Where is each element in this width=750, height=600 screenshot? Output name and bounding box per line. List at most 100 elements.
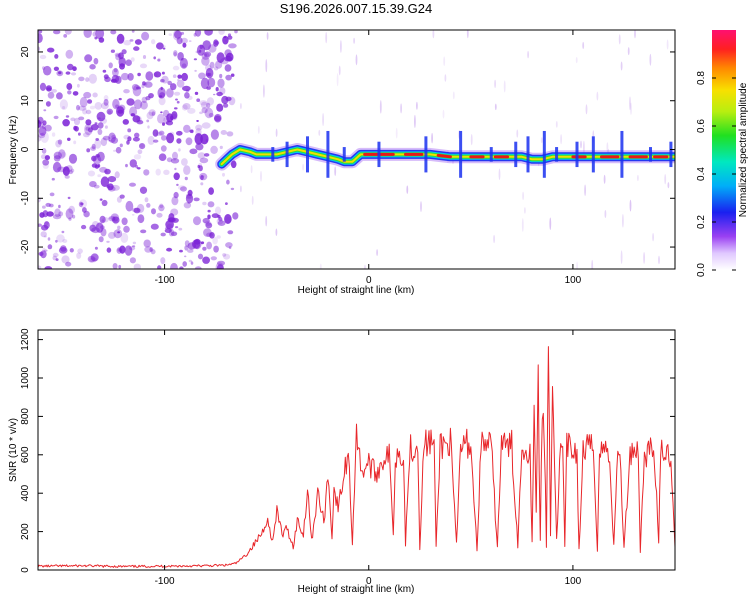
noise-speckle [121, 217, 128, 226]
noise-speckle [227, 35, 233, 40]
noise-speckle [173, 50, 178, 57]
noise-speckle [136, 203, 145, 213]
noise-speckle [212, 237, 218, 245]
noise-speckle [112, 263, 118, 269]
noise-speckle [153, 71, 162, 78]
noise-speckle [629, 96, 631, 111]
noise-speckle [40, 231, 47, 238]
noise-speckle [170, 231, 178, 237]
noise-speckle [395, 127, 398, 139]
noise-speckle [162, 109, 170, 118]
noise-speckle [38, 265, 42, 269]
noise-speckle [112, 98, 120, 110]
noise-speckle [643, 251, 645, 264]
noise-speckle [67, 137, 71, 141]
noise-speckle [596, 91, 599, 101]
colorbar-tick-label: 0.2 [696, 215, 707, 229]
noise-speckle [629, 199, 632, 212]
noise-speckle [70, 117, 76, 122]
noise-speckle [93, 184, 100, 189]
noise-speckle [76, 104, 80, 111]
noise-speckle [48, 203, 54, 208]
noise-speckle [57, 166, 66, 173]
noise-speckle [214, 40, 220, 46]
noise-speckle [185, 137, 193, 146]
noise-speckle [200, 77, 210, 90]
noise-speckle [180, 37, 188, 44]
noise-speckle [159, 203, 164, 209]
noise-speckle [620, 250, 623, 264]
noise-speckle [585, 104, 588, 115]
noise-speckle [205, 64, 212, 71]
spectrogram-plot-area [38, 30, 675, 269]
noise-speckle [219, 73, 223, 79]
noise-speckle [193, 32, 197, 37]
noise-speckle [174, 107, 178, 110]
noise-speckle [145, 71, 154, 81]
noise-speckle [206, 102, 211, 109]
noise-speckle [152, 129, 159, 137]
noise-speckle [516, 129, 519, 138]
noise-speckle [204, 153, 210, 157]
noise-speckle [132, 137, 140, 142]
noise-speckle [260, 170, 262, 182]
noise-speckle [119, 245, 126, 254]
noise-speckle [72, 66, 77, 72]
noise-speckle [133, 154, 142, 160]
noise-speckle [355, 54, 358, 66]
noise-speckle [169, 131, 175, 137]
noise-speckle [173, 52, 177, 57]
noise-speckle [176, 130, 183, 136]
noise-speckle [146, 111, 154, 120]
noise-speckle [89, 64, 96, 70]
noise-speckle [135, 165, 139, 169]
noise-speckle [162, 47, 166, 50]
noise-speckle [103, 74, 109, 80]
noise-speckle [62, 239, 68, 243]
noise-speckle [83, 132, 90, 138]
noise-speckle [67, 196, 71, 200]
noise-speckle [70, 168, 75, 173]
noise-speckle [225, 217, 232, 224]
noise-speckle [166, 88, 174, 98]
noise-speckle [110, 49, 115, 53]
noise-speckle [62, 166, 70, 176]
noise-speckle [168, 33, 173, 36]
noise-speckle [93, 57, 99, 65]
noise-speckle [217, 78, 225, 88]
noise-speckle [183, 124, 191, 133]
noise-speckle [129, 246, 136, 251]
noise-speckle [148, 109, 156, 117]
noise-speckle [334, 166, 337, 177]
noise-speckle [113, 229, 123, 239]
noise-speckle [116, 196, 122, 203]
noise-speckle [603, 174, 606, 184]
noise-speckle [92, 31, 97, 37]
noise-speckle [170, 158, 180, 164]
noise-speckle [183, 202, 192, 209]
noise-speckle [61, 255, 70, 264]
noise-speckle [95, 30, 105, 40]
noise-speckle [200, 175, 205, 178]
noise-speckle [319, 263, 322, 269]
noise-speckle [127, 128, 132, 133]
noise-speckle [127, 73, 134, 81]
noise-speckle [406, 185, 409, 194]
noise-speckle [159, 92, 166, 98]
noise-speckle [172, 65, 180, 71]
noise-speckle [200, 241, 205, 245]
noise-speckle [207, 77, 216, 88]
noise-speckle [521, 218, 524, 232]
noise-speckle [195, 143, 204, 151]
noise-speckle [199, 100, 208, 106]
colorbar-tick-label: 0.6 [696, 119, 707, 133]
noise-speckle [204, 107, 214, 119]
spectrogram-y-ticks: -20 -10 0 10 20 [20, 46, 675, 254]
noise-speckle [188, 259, 192, 263]
noise-speckle [193, 239, 201, 245]
noise-speckle [44, 155, 51, 161]
noise-speckle [176, 138, 182, 144]
noise-speckle [494, 103, 497, 111]
noise-speckle [208, 187, 215, 195]
noise-speckle [45, 101, 51, 107]
